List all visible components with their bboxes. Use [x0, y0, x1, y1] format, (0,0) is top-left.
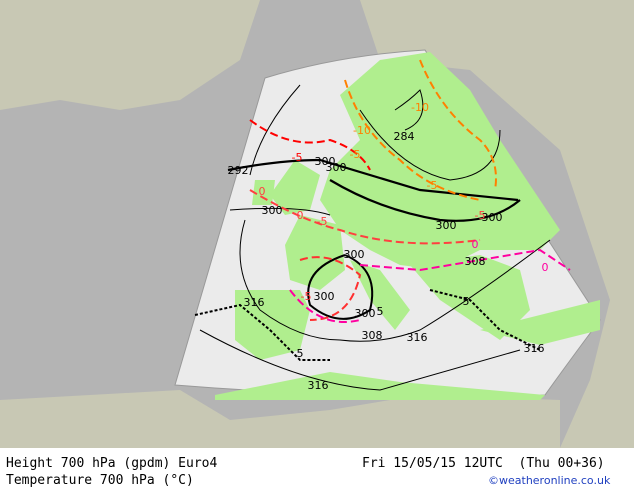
temperature-label: -5: [427, 179, 438, 192]
temperature-label: -5: [301, 290, 312, 303]
contour: [229, 207, 331, 216]
run-time: Fri 15/05/15 12UTC (Thu 00+36): [362, 456, 605, 471]
contour-300b: [329, 179, 521, 222]
italy: [350, 260, 410, 330]
contour-low: [307, 254, 374, 320]
contour-316-dashed: [429, 289, 541, 351]
europe: [320, 52, 560, 270]
isotherm: [299, 256, 362, 321]
temperature-label: 5: [297, 347, 304, 360]
contour: [359, 109, 501, 181]
ireland: [252, 180, 275, 205]
height-label: 316: [244, 296, 265, 309]
isotherm: [344, 79, 481, 201]
chart-subtitle: Temperature 700 hPa (°C): [6, 473, 194, 488]
height-label: 284: [394, 130, 415, 143]
contour: [249, 84, 301, 176]
turkey: [480, 300, 600, 345]
contour-316-dashed: [194, 303, 330, 361]
britain: [270, 160, 320, 215]
isotherm: [359, 248, 571, 272]
temperature-label: -5: [350, 148, 361, 161]
height-label: 300: [355, 307, 376, 320]
isotherm: [249, 119, 371, 171]
height-label: 300: [326, 161, 347, 174]
height-label: 300: [344, 248, 365, 261]
isotherm: [249, 189, 481, 245]
height-label: 300: [436, 219, 457, 232]
height-label: 300: [482, 211, 503, 224]
iberia: [235, 290, 310, 360]
contour-308: [239, 219, 551, 342]
height-label: 300: [315, 155, 336, 168]
height-label: 300: [262, 204, 283, 217]
credit: ©weatheronline.co.uk: [488, 474, 611, 487]
contour-300: [227, 158, 519, 202]
temperature-label: -5: [317, 215, 328, 228]
land: [215, 52, 600, 400]
height-label: 300: [314, 290, 335, 303]
greenland: [0, 0, 260, 110]
temperature-label: -10: [353, 124, 371, 137]
temperature-label: -5: [475, 209, 486, 222]
height-label: 308: [465, 255, 486, 268]
height-label: 292: [228, 164, 249, 177]
north-africa: [215, 372, 545, 400]
temperature-label: 0: [472, 238, 479, 251]
temperature-label: -5: [292, 151, 303, 164]
height-label: 308: [362, 329, 383, 342]
land-outside: [360, 0, 634, 448]
temperature-label: 0: [542, 261, 549, 274]
temperature-label: 5: [463, 295, 470, 308]
height-label: 316: [407, 331, 428, 344]
height-label: 316: [308, 379, 329, 392]
temperature-label: 0: [259, 185, 266, 198]
temperature-label: 0: [297, 209, 304, 222]
contour-316: [199, 329, 521, 391]
france: [285, 215, 345, 290]
temperature-label: -10: [411, 101, 429, 114]
height-label: 316: [524, 342, 545, 355]
height-contours: [194, 84, 551, 391]
temperature-contours: [249, 59, 571, 323]
temperature-label: 5: [377, 305, 384, 318]
isotherm: [419, 59, 497, 191]
africa-outside: [0, 390, 560, 448]
isotherm: [289, 289, 361, 323]
chart-title: Height 700 hPa (gpdm) Euro4: [6, 456, 218, 471]
contour-284: [394, 89, 424, 131]
